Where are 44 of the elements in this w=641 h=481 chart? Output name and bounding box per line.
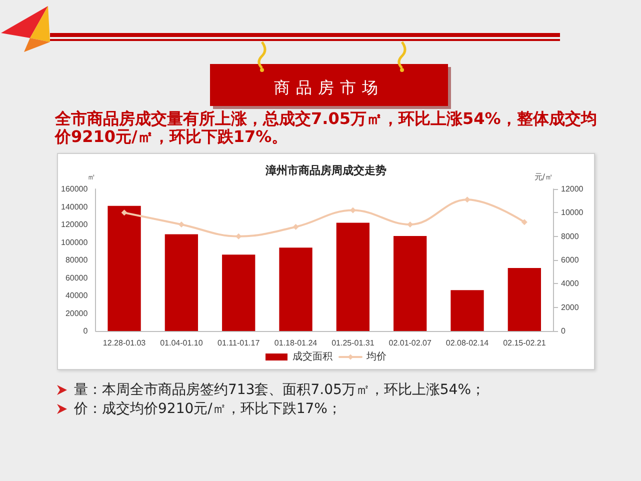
y2-tick-label: 12000 [561, 184, 584, 194]
y2-tick-label: 6000 [561, 256, 580, 264]
y-tick-label: 120000 [60, 220, 88, 229]
y2-axis-title: 元/㎡ [534, 172, 553, 182]
y-tick-label: 80000 [65, 256, 88, 264]
x-tick-label: 02.08-02.14 [446, 338, 490, 348]
text: 量：本周全市商品房签约713套、面积7.05万㎡，环比上涨54%； [74, 381, 486, 399]
point [292, 224, 299, 230]
bar [336, 222, 370, 331]
y-tick-label: 0 [83, 326, 88, 336]
text: 全市商品房成交量有所上涨，总成交7.05万㎡，环比上涨54%，整体成交均价9210元/㎡，环比下跌17%。 [55, 109, 598, 146]
x-tick-label: 12.28-01.03 [102, 338, 146, 348]
y2-tick-label: 0 [561, 326, 566, 336]
point [521, 219, 528, 226]
bar [164, 234, 198, 331]
y-tick-label: 40000 [65, 291, 88, 300]
y-tick-label: 160000 [60, 184, 88, 194]
y2-tick-label: 2000 [561, 302, 580, 312]
y-axis-title: ㎡ [88, 172, 96, 182]
legend-label: 均价 [366, 350, 386, 362]
y-tick-label: 100000 [60, 238, 88, 247]
y-tick-label: 20000 [65, 308, 88, 318]
bar [108, 206, 141, 331]
y-tick-label: 60000 [65, 273, 88, 282]
point [121, 210, 128, 216]
y-tick-label: 140000 [60, 202, 88, 212]
x-tick-label: 01.11-01.17 [218, 338, 260, 348]
text: 商品房市场 [273, 77, 385, 99]
text: 价：成交均价9210元/㎡，环比下跌17%； [74, 400, 342, 418]
y2-tick-label: 4000 [561, 279, 580, 288]
bar [394, 236, 427, 331]
y2-tick-label: 10000 [561, 208, 584, 218]
bar [450, 290, 484, 331]
chart-title: 漳州市商品房周成交走势 [264, 164, 386, 177]
x-tick-label: 01.25-01.31 [332, 338, 375, 348]
x-tick-label: 02.01-02.07 [388, 338, 432, 348]
bar [222, 254, 256, 331]
bar [279, 248, 312, 331]
x-tick-label: 01.18-01.24 [274, 338, 318, 348]
x-tick-label: 01.04-01.10 [160, 338, 204, 348]
x-tick-label: 02.15-02.21 [503, 338, 546, 348]
y2-tick-label: 8000 [561, 232, 580, 241]
bar [508, 268, 541, 331]
legend-label: 成交面积 [292, 350, 332, 362]
